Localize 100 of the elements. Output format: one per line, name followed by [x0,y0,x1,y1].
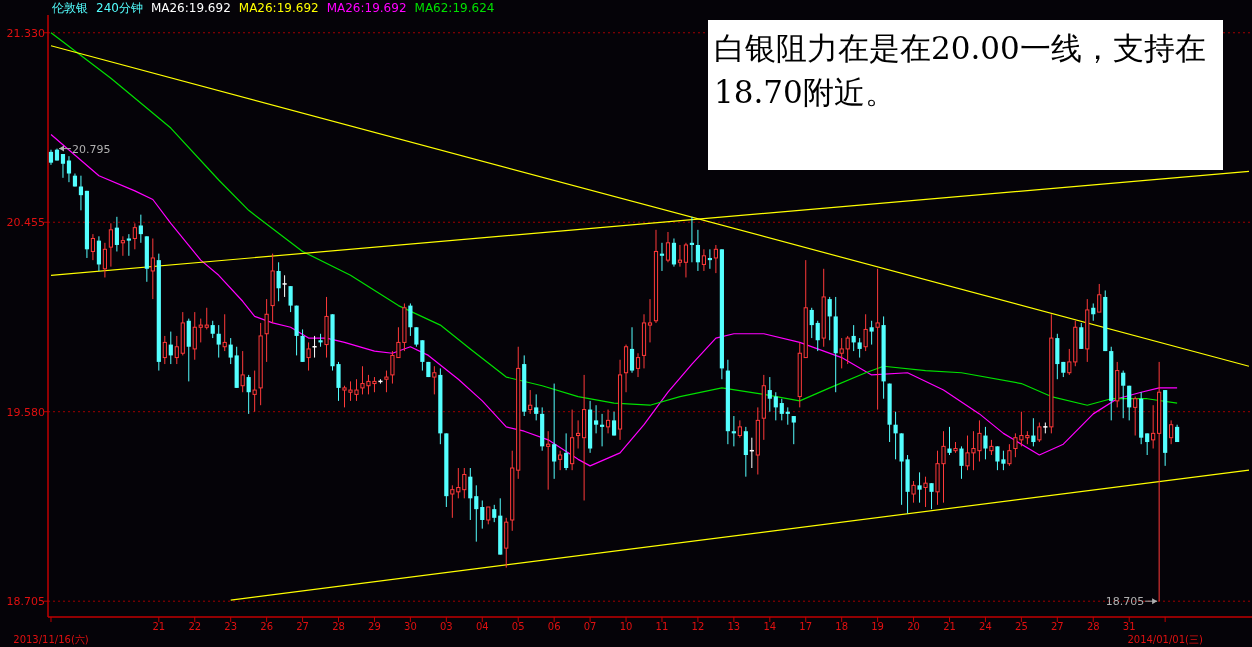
candlestick [737,419,742,439]
x-tick-label: 19 [871,621,884,632]
candlestick [66,155,72,183]
candlestick [432,365,437,395]
candlestick [282,274,287,298]
candlestick [1145,432,1150,456]
candlestick [917,471,922,504]
candlestick [713,244,718,274]
x-tick-label: 21 [152,621,166,632]
x-tick-label: 18 [835,621,849,632]
candlestick [911,480,916,504]
x-tick-label: 11 [655,621,669,632]
x-tick-label: 05 [511,621,525,632]
candlestick [635,352,641,378]
candlestick [150,237,155,300]
x-tick-label: 25 [1015,621,1028,632]
candlestick [647,298,653,343]
candlestick [959,445,964,480]
candlestick [1097,283,1102,313]
candlestick [809,307,814,339]
candlestick [138,214,143,244]
x-tick-label: 26 [260,621,273,632]
x-tick-label: 2014/01/01(三) [1127,634,1203,645]
candlestick [288,285,293,313]
candlestick [408,302,413,337]
candlestick [1151,404,1156,450]
candlestick [162,335,167,365]
candlestick [96,235,102,272]
candlestick [695,229,701,272]
candlestick [671,237,677,268]
x-tick-label: 30 [404,621,417,632]
candlestick [480,500,485,530]
candlestick [264,298,269,363]
candlestick [1037,422,1042,443]
x-tick-label: 14 [763,621,777,632]
text: MA26:19.692 [326,1,407,15]
candlestick [791,415,796,445]
y-tick-label: 19.580 [6,405,45,419]
chart-title: 伦敦银 [52,1,88,15]
x-tick-label: 20 [907,621,920,632]
candlestick [893,411,898,460]
candlestick [252,370,257,413]
candlestick [1007,443,1012,467]
candlestick [384,370,389,393]
candlestick [629,326,635,374]
x-tick-label: 31 [1122,621,1136,632]
chart-subtitle: 240分钟 [96,1,143,15]
text: MA62:19.624 [414,1,495,15]
candlestick [779,398,784,421]
x-tick-label: 24 [979,621,992,632]
x-tick-label: 06 [547,621,561,632]
candlestick [528,389,533,415]
candlestick [546,430,551,491]
candlestick [767,376,772,413]
x-tick-label: 12 [691,621,705,632]
candlestick [1121,370,1126,419]
candlestick [276,261,281,302]
candlestick [677,244,683,268]
candlestick [743,426,748,478]
candlestick [605,409,611,434]
x-tick-label: 22 [188,621,202,632]
annotation: 18.705 [1105,595,1145,609]
x-tick-label: 2013/11/16(六) [13,634,89,645]
candlestick [1169,419,1174,445]
x-tick-label: 21 [943,621,956,632]
candlestick [102,242,107,278]
text: MA26:19.692 [238,1,319,15]
candlestick [468,467,473,521]
candlestick [240,350,245,393]
candlestick [216,324,221,359]
candlestick [564,432,569,471]
candlestick [1133,396,1138,437]
x-tick-label: 07 [583,621,597,632]
candlestick [558,450,563,471]
candlestick [534,393,539,421]
candlestick [983,426,988,460]
candlestick [576,419,581,450]
candlestick [246,374,251,415]
x-tick-label: 28 [1086,621,1100,632]
candlestick [923,476,928,508]
y-tick-label: 18.705 [6,595,45,609]
x-tick-label: 17 [799,621,813,632]
x-tick-label: 04 [475,621,489,632]
x-tick-label: 27 [1050,621,1064,632]
candlestick [857,337,862,359]
candlestick [947,426,952,456]
candlestick [863,313,868,352]
text: MA26:19.692 [150,1,231,15]
candlestick [114,216,119,252]
candlestick [222,313,227,352]
candlestick [1079,322,1084,350]
annotation: 20.795 [71,142,111,156]
candlestick [90,233,96,261]
candlestick [126,233,131,257]
candlestick [306,341,311,372]
candlestick [701,248,707,272]
x-tick-label: 23 [224,621,238,632]
x-tick-label: 10 [619,621,633,632]
x-tick-label: 28 [332,621,345,632]
candlestick [1127,385,1132,421]
